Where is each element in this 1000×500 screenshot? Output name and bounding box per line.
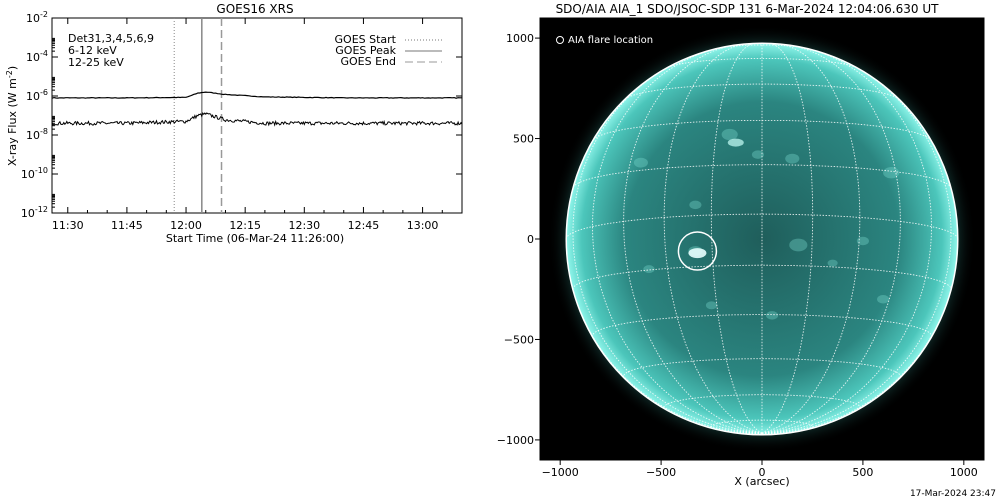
- grid-line: [572, 62, 763, 434]
- active-region-core: [727, 138, 744, 147]
- right-y-tick-label: −500: [504, 333, 534, 346]
- active-region-patch: [721, 128, 738, 141]
- solar-limb: [565, 42, 959, 436]
- active-region-patch: [827, 259, 838, 267]
- grid-line: [761, 44, 901, 434]
- right-y-tick-label: 0: [527, 233, 534, 246]
- active-region-patch: [877, 295, 890, 304]
- left-x-tick-label: 13:00: [407, 219, 439, 232]
- left-x-axis-label: Start Time (06-Mar-24 11:26:00): [166, 232, 344, 245]
- flare-brightening: [688, 248, 707, 259]
- grid-line: [572, 164, 952, 188]
- right-x-tick-label: 500: [852, 466, 873, 479]
- left-x-axis: 11:30 11:45 12:00 12:15 12:30 12:45 13:00: [52, 18, 463, 232]
- xrs-series-line-2: [52, 112, 462, 127]
- right-y-tick-label: −1000: [497, 434, 534, 447]
- active-region-patch: [705, 301, 718, 310]
- footer-timestamp: 17-Mar-2024 23:47: [910, 489, 996, 499]
- flare-location-marker: [677, 231, 718, 271]
- right-x-tick-label: −500: [646, 466, 676, 479]
- right-x-axis: −1000 −500 0 500 1000: [542, 460, 978, 479]
- left-x-tick-label: 12:30: [288, 219, 320, 232]
- left-y-axis-label: X-ray Flux (W m-2): [5, 66, 19, 166]
- right-y-axis: −1000 −500 0 500 1000: [497, 32, 540, 447]
- grid-line: [592, 314, 932, 338]
- left-x-tick-label: 11:30: [52, 219, 84, 232]
- legend-goes-end: GOES End: [340, 55, 396, 68]
- left-x-tick-label: 12:15: [229, 219, 261, 232]
- active-region-brightenings: [633, 128, 900, 320]
- legend-band1: 6-12 keV: [68, 44, 117, 57]
- grid-line: [663, 394, 861, 411]
- left-y-tick-label: 10-10: [21, 166, 48, 181]
- active-region-patch: [883, 167, 900, 179]
- grid-line: [761, 62, 952, 434]
- right-x-tick-label: 0: [759, 466, 766, 479]
- grid-line: [761, 43, 814, 434]
- active-region-patch: [643, 265, 655, 274]
- active-region-patch: [789, 238, 808, 252]
- right-y-tick-label: 1000: [506, 32, 534, 45]
- heliographic-grid: [565, 43, 959, 436]
- grid-line: [761, 432, 768, 436]
- right-y-tick-label: 500: [513, 133, 534, 146]
- legend-goes-peak: GOES Peak: [335, 44, 396, 57]
- right-x-tick-label: −1000: [542, 466, 579, 479]
- left-y-tick-label: 10-4: [26, 49, 48, 64]
- active-region-patch: [751, 150, 765, 159]
- active-region-patch: [689, 200, 702, 210]
- legend-dets: Det31,3,4,5,6,9: [68, 32, 154, 45]
- active-region-patch: [633, 157, 648, 168]
- left-plot-frame: [51, 17, 463, 214]
- left-x-tick-label: 11:45: [111, 219, 143, 232]
- legend-band2: 12-25 keV: [68, 56, 124, 69]
- aia-legend-label: AIA flare location: [568, 35, 653, 46]
- xrs-series: [52, 91, 462, 127]
- right-x-axis-label: X (arcsec): [734, 475, 789, 488]
- left-chart-title: GOES16 XRS: [216, 2, 293, 16]
- left-y-tick-label: 10-8: [26, 127, 48, 142]
- left-y-tick-label: 10-12: [21, 205, 48, 220]
- legend-goes-start: GOES Start: [335, 33, 397, 46]
- active-region-patch: [856, 236, 869, 246]
- grid-line: [710, 43, 763, 434]
- left-y-tick-label: 10-6: [26, 88, 48, 103]
- grid-line: [592, 47, 763, 434]
- xrs-series-line-1: [52, 91, 462, 99]
- grid-line: [623, 44, 763, 434]
- right-chart-title: SDO/AIA AIA_1 SDO/JSOC-SDP 131 6-Mar-202…: [556, 2, 940, 16]
- grid-line: [565, 213, 959, 240]
- active-region-patch: [766, 311, 779, 320]
- active-region-patch: [785, 153, 800, 164]
- left-x-tick-label: 12:00: [170, 219, 202, 232]
- grid-line: [623, 358, 901, 379]
- grid-line: [761, 47, 932, 434]
- right-x-tick-label: 1000: [950, 466, 978, 479]
- grid-line: [572, 264, 952, 290]
- aia-legend-symbol: [556, 36, 564, 44]
- left-x-tick-label: 12:45: [348, 219, 380, 232]
- left-y-tick-label: 10-2: [26, 10, 48, 25]
- solar-disk: [566, 43, 958, 435]
